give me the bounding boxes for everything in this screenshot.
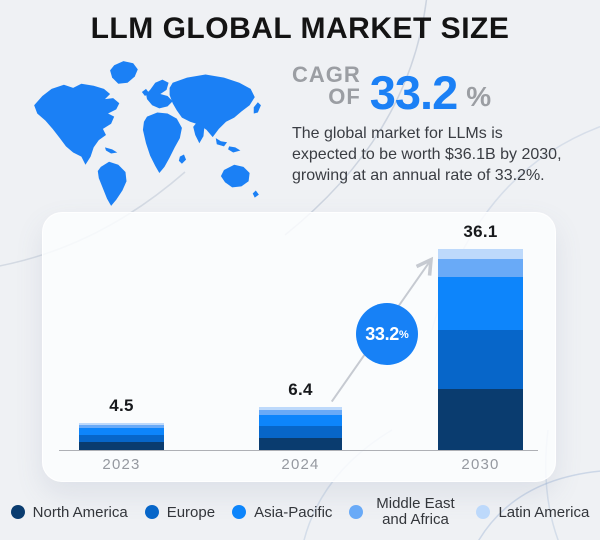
cagr-label: CAGR OF bbox=[292, 62, 361, 113]
cagr-label-line1: CAGR bbox=[292, 62, 361, 87]
bar-total-label-2023: 4.5 bbox=[109, 396, 134, 415]
bar-segment-europe bbox=[79, 434, 164, 443]
axis-label-2024: 2024 bbox=[281, 456, 320, 473]
bar-segment-north-america bbox=[259, 437, 342, 451]
legend-item-north-america: North America bbox=[10, 503, 128, 521]
growth-rate-value: 33.2 bbox=[365, 323, 400, 344]
bar-segment-middle-east-and-africa bbox=[79, 424, 164, 428]
continents bbox=[34, 61, 261, 206]
bar-total-label-2030: 36.1 bbox=[463, 222, 498, 241]
bar-segment-latin-america bbox=[259, 407, 342, 411]
bar-segment-asia-pacific bbox=[259, 415, 342, 427]
bar-segment-north-america bbox=[79, 442, 164, 451]
growth-rate-percent-sign: % bbox=[399, 329, 409, 341]
axis-label-2023: 2023 bbox=[102, 456, 141, 473]
market-description: The global market for LLMs is expected t… bbox=[292, 125, 562, 184]
chart-card: 4.5 2023 6.4 2024 36.1 2030 33.2 % bbox=[42, 212, 556, 482]
growth-arrow-icon bbox=[330, 256, 434, 403]
legend-dot-icon bbox=[10, 505, 25, 519]
legend-dot-icon bbox=[144, 505, 159, 519]
bar-segment-europe bbox=[438, 329, 523, 390]
legend-item-middle-east-and-africa: Middle East and Africa bbox=[349, 494, 459, 528]
cagr-percent-sign: % bbox=[466, 80, 492, 112]
legend-label: Asia-Pacific bbox=[254, 503, 333, 521]
world-map-icon bbox=[34, 61, 261, 206]
legend-label: Latin America bbox=[498, 503, 590, 521]
legend-item-latin-america: Latin America bbox=[476, 504, 589, 521]
cagr-highlight: CAGR OF 33.2 % bbox=[292, 62, 580, 119]
legend-dot-icon bbox=[349, 505, 364, 519]
page-title: LLM GLOBAL MARKET SIZE bbox=[90, 12, 510, 45]
legend-label: Europe bbox=[166, 503, 216, 521]
bar-total-label-2024: 6.4 bbox=[288, 380, 313, 399]
chart-legend: North America Europe Asia-Pacific Middle Ea… bbox=[0, 494, 600, 530]
bar-segment-europe bbox=[259, 426, 342, 438]
bar-2030 bbox=[438, 249, 523, 451]
axis-label-2030: 2030 bbox=[461, 456, 500, 473]
bar-segment-asia-pacific bbox=[79, 427, 164, 435]
bar-2023 bbox=[79, 423, 164, 451]
bar-segment-middle-east-and-africa bbox=[438, 259, 523, 277]
stacked-bar-chart: 4.5 2023 6.4 2024 36.1 2030 bbox=[43, 213, 555, 481]
legend-dot-icon bbox=[232, 505, 247, 519]
bar-segment-asia-pacific bbox=[438, 276, 523, 330]
cagr-label-line2: OF bbox=[328, 84, 361, 110]
cagr-value: 33.2 bbox=[369, 65, 458, 119]
bar-segment-north-america bbox=[438, 389, 523, 451]
bar-segment-latin-america bbox=[438, 249, 523, 260]
bar-segment-middle-east-and-africa bbox=[259, 410, 342, 416]
x-axis-line bbox=[59, 450, 538, 451]
legend-label: Middle East and Africa bbox=[376, 494, 455, 528]
bar-2024 bbox=[259, 407, 342, 451]
legend-item-asia-pacific: Asia-Pacific bbox=[232, 504, 332, 521]
bar-segment-latin-america bbox=[79, 423, 164, 425]
legend-item-europe: Europe bbox=[144, 503, 216, 521]
legend-dot-icon bbox=[476, 505, 491, 519]
legend-label: North America bbox=[32, 503, 128, 521]
growth-rate-badge: 33.2 % bbox=[356, 303, 418, 365]
